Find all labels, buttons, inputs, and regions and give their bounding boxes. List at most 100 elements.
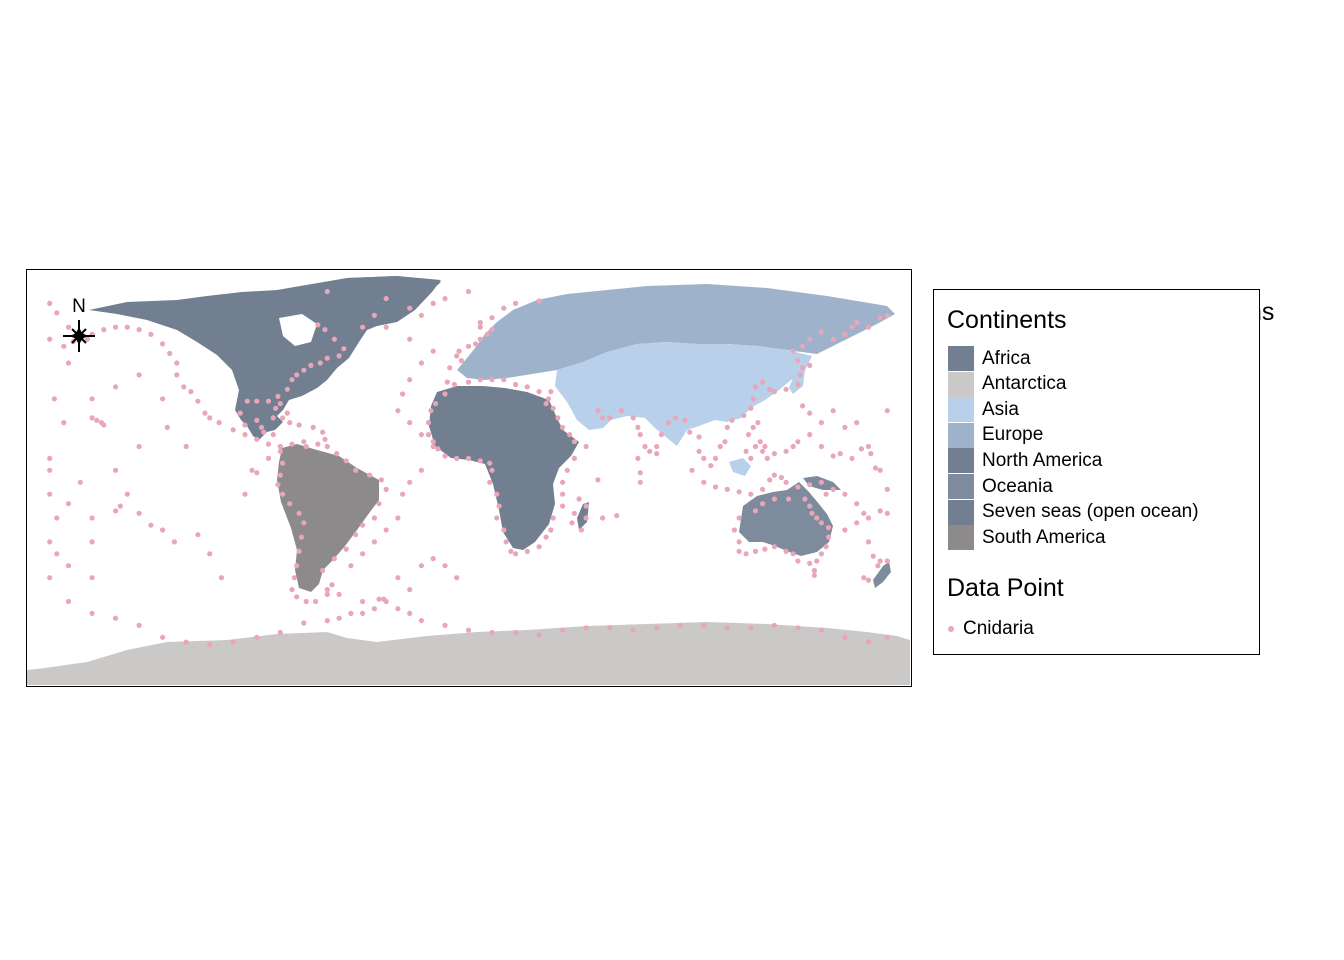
occurrence-point <box>752 508 759 514</box>
occurrence-point <box>294 563 300 569</box>
occurrence-point <box>477 324 483 330</box>
occurrence-point <box>818 329 825 335</box>
occurrence-point <box>861 575 867 581</box>
occurrence-point <box>814 558 820 564</box>
occurrence-point <box>322 327 328 333</box>
occurrence-point <box>242 432 248 438</box>
occurrence-point <box>807 336 813 342</box>
occurrence-point <box>484 331 490 337</box>
occurrence-point <box>748 491 754 497</box>
legend-label: Seven seas (open ocean) <box>982 501 1199 523</box>
occurrence-point <box>807 560 813 566</box>
occurrence-point <box>343 546 349 552</box>
occurrence-point <box>473 341 479 347</box>
occurrence-point <box>771 496 778 502</box>
occurrence-point <box>635 424 641 430</box>
occurrence-point <box>842 527 848 533</box>
occurrence-point <box>548 389 554 395</box>
occurrence-point <box>830 486 836 492</box>
occurrence-point <box>814 515 820 521</box>
occurrence-point <box>65 360 72 366</box>
occurrence-point <box>858 446 865 452</box>
occurrence-point <box>536 389 542 395</box>
occurrence-point <box>265 441 272 447</box>
occurrence-point <box>89 539 95 545</box>
occurrence-point <box>89 610 95 616</box>
occurrence-point <box>884 312 890 318</box>
occurrence-point <box>284 410 290 416</box>
occurrence-point <box>795 381 801 388</box>
occurrence-point <box>289 587 295 593</box>
occurrence-point <box>865 324 872 330</box>
occurrence-point <box>160 341 166 347</box>
occurrence-point <box>371 312 377 318</box>
occurrence-point <box>275 482 281 488</box>
occurrence-point <box>47 539 53 545</box>
occurrence-point <box>809 510 815 516</box>
point-marker-icon <box>948 626 954 632</box>
occurrence-point <box>712 455 719 461</box>
occurrence-point <box>564 467 570 473</box>
occurrence-point <box>47 300 53 306</box>
occurrence-point <box>237 410 243 416</box>
occurrence-point <box>501 305 507 311</box>
occurrence-point <box>47 575 53 581</box>
occurrence-point <box>456 348 462 354</box>
occurrence-point <box>830 453 836 459</box>
occurrence-point <box>550 405 556 411</box>
occurrence-point <box>849 455 855 461</box>
occurrence-point <box>536 544 542 550</box>
occurrence-point <box>454 455 460 461</box>
occurrence-point <box>687 429 693 435</box>
occurrence-point <box>277 472 283 478</box>
occurrence-point <box>195 398 201 404</box>
occurrence-point <box>877 315 883 321</box>
occurrence-point <box>583 515 589 521</box>
occurrence-point <box>296 510 302 516</box>
occurrence-point <box>418 563 424 569</box>
occurrence-point <box>807 410 813 416</box>
legend-swatch <box>948 371 974 397</box>
legend: Continents Africa Antarctica Asia Europe Nor… <box>933 289 1260 655</box>
occurrence-point <box>324 587 330 593</box>
occurrence-point <box>77 479 83 485</box>
occurrence-point <box>348 610 354 616</box>
occurrence-point <box>207 415 213 421</box>
occurrence-point <box>576 496 582 502</box>
occurrence-point <box>242 491 248 497</box>
occurrence-point <box>322 436 328 442</box>
legend-swatch <box>948 397 974 423</box>
occurrence-point <box>731 527 738 533</box>
occurrence-point <box>637 479 643 485</box>
occurrence-point <box>825 525 832 531</box>
occurrence-point <box>571 510 578 516</box>
occurrence-point <box>807 362 813 368</box>
occurrence-point <box>287 501 293 507</box>
occurrence-point <box>136 443 142 450</box>
occurrence-point <box>164 424 170 430</box>
occurrence-point <box>371 606 377 612</box>
occurrence-point <box>136 372 142 378</box>
occurrence-point <box>513 300 519 306</box>
occurrence-point <box>188 389 194 395</box>
continent-oceania <box>739 482 833 556</box>
occurrence-point <box>637 470 643 476</box>
occurrence-point <box>400 491 406 497</box>
occurrence-point <box>89 515 95 521</box>
occurrence-point <box>783 386 789 392</box>
occurrence-point <box>383 527 389 533</box>
occurrence-point <box>854 319 860 326</box>
occurrence-point <box>265 398 272 404</box>
occurrence-point <box>854 501 860 507</box>
occurrence-point <box>771 472 778 478</box>
occurrence-point <box>65 598 72 605</box>
occurrence-point <box>183 639 189 645</box>
occurrence-point <box>442 453 448 459</box>
occurrence-point <box>677 622 683 628</box>
occurrence-point <box>383 324 389 330</box>
occurrence-point <box>242 422 248 428</box>
occurrence-point <box>748 625 754 631</box>
occurrence-point <box>583 503 589 509</box>
occurrence-point <box>258 424 265 430</box>
occurrence-point <box>536 298 542 304</box>
